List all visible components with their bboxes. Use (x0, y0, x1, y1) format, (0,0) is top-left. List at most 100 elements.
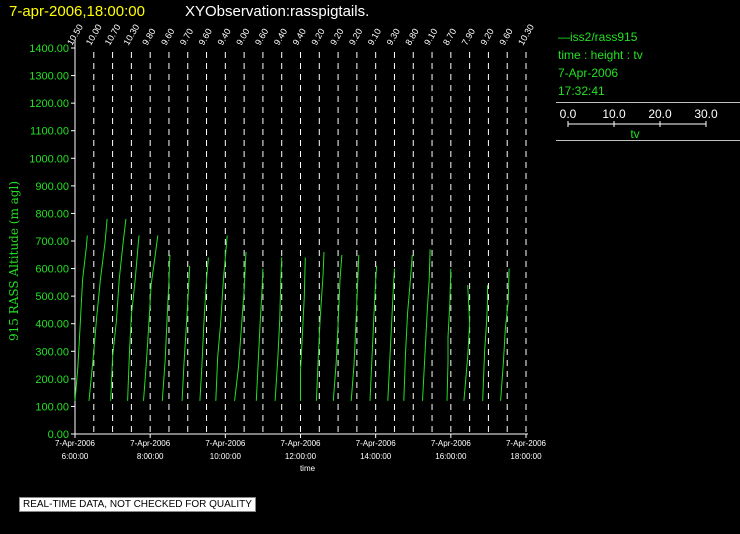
tv-scale-tick: 0.0 (560, 107, 577, 121)
title-observation: XYObservation:rasspigtails. (185, 3, 370, 20)
profile-traces (74, 218, 510, 401)
profile-trace (143, 235, 159, 401)
x-tick-time: 16:00:00 (435, 452, 467, 461)
y-tick-label: 1200.00 (29, 98, 69, 110)
profile-label: 9.00 (234, 27, 251, 47)
y-tick-label: 800.00 (35, 208, 69, 220)
profile-label: 10.50 (65, 22, 85, 47)
y-tick-label: 1100.00 (30, 126, 69, 138)
profile-label: 9.10 (422, 27, 439, 47)
profile-label: 10.70 (103, 22, 123, 47)
profile-trace (215, 235, 228, 401)
x-tick-time: 6:00:00 (62, 452, 89, 461)
profile-trace (350, 254, 360, 401)
profile-trace (199, 257, 209, 401)
profile-label: 7.90 (460, 27, 477, 47)
profile-label: 10.00 (84, 22, 104, 47)
profile-trace (274, 257, 283, 401)
y-tick-label: 1400.00 (29, 43, 69, 55)
x-axis-title: time (300, 464, 316, 473)
x-tick-date: 7-Apr-2006 (356, 439, 397, 448)
profile-label: 9.40 (272, 27, 289, 47)
legend-axes-desc: time : height : tv (558, 48, 643, 62)
chart-labels: 0.00 100.00 200.00 300.00 400.00 500.00 600.00… (7, 22, 547, 473)
profile-label: 9.20 (347, 27, 364, 47)
y-tick-label: 400.00 (35, 319, 69, 331)
profile-label: 8.70 (441, 27, 458, 47)
profile-label: 9.80 (140, 27, 157, 47)
x-tick-date: 7-Apr-2006 (506, 439, 547, 448)
y-tick-label: 300.00 (35, 346, 69, 358)
y-tick-label: 100.00 (35, 401, 69, 413)
profile-trace (500, 268, 510, 401)
tv-scale-tick: 10.0 (602, 107, 626, 121)
y-tick-label: 600.00 (35, 264, 69, 276)
y-tick-label: 200.00 (35, 374, 69, 386)
profile-trace (463, 285, 471, 401)
profile-label: 8.80 (403, 27, 420, 47)
profile-trace (369, 265, 378, 401)
profile-label: 9.10 (366, 27, 383, 47)
profile-trace (422, 249, 431, 401)
x-tick-time: 18:00:00 (510, 452, 542, 461)
profile-label: 9.60 (159, 27, 176, 47)
quality-notice: REAL-TIME DATA, NOT CHECKED FOR QUALITY (19, 497, 256, 512)
profile-label: 9.30 (385, 27, 402, 47)
x-tick-time: 14:00:00 (360, 452, 392, 461)
profile-trace (161, 254, 171, 401)
tv-scale-tick: 20.0 (648, 107, 672, 121)
tv-scale-label: tv (630, 127, 639, 140)
x-tick-time: 8:00:00 (137, 452, 164, 461)
y-tick-label: 900.00 (35, 181, 69, 193)
profile-trace (300, 257, 306, 401)
profile-label: 10.30 (121, 22, 141, 47)
x-tick-date: 7-Apr-2006 (55, 439, 96, 448)
profile-trace (482, 285, 488, 401)
legend-date: 7-Apr-2006 (558, 66, 619, 80)
profile-trace (234, 251, 247, 401)
x-tick-date: 7-Apr-2006 (280, 439, 321, 448)
y-tick-label: 1000.00 (29, 153, 69, 165)
y-tick-label: 700.00 (35, 236, 69, 248)
profile-label: 9.20 (309, 27, 326, 47)
y-axis-title: 915 RASS Altitude (m agl) (7, 181, 21, 341)
profile-trace (255, 268, 264, 401)
profile-label: 9.60 (253, 27, 270, 47)
profile-label: 9.20 (328, 27, 345, 47)
tv-scale-tick: 30.0 (694, 107, 718, 121)
x-tick-date: 7-Apr-2006 (205, 439, 246, 448)
legend-divider-bottom (556, 140, 740, 141)
legend-entry: —iss2/rass915 (558, 30, 638, 44)
x-tick-date: 7-Apr-2006 (130, 439, 171, 448)
profile-trace (110, 218, 127, 401)
profile-trace (403, 254, 413, 401)
x-tick-time: 12:00:00 (285, 452, 317, 461)
profile-label: 9.40 (291, 27, 308, 47)
x-tick-time: 10:00:00 (210, 452, 242, 461)
profile-trace (74, 235, 88, 401)
title-date-time: 7-apr-2006,18:00:00 (9, 3, 145, 20)
profile-label: 9.60 (497, 27, 514, 47)
x-tick-date: 7-Apr-2006 (431, 439, 472, 448)
profile-trace (88, 218, 108, 401)
y-tick-label: 0.00 (48, 429, 69, 441)
legend-divider-top (556, 102, 740, 103)
profile-trace (315, 251, 325, 401)
profile-trace (181, 265, 191, 401)
profile-grid (74, 52, 527, 434)
tv-scale: 0.0 10.0 20.0 30.0 tv (560, 107, 718, 140)
profile-label: 9.40 (215, 27, 232, 47)
profile-trace (387, 268, 395, 401)
profile-label: 10.30 (516, 22, 536, 47)
profile-label: 9.70 (178, 27, 195, 47)
profile-label: 9.60 (197, 27, 214, 47)
profile-trace (332, 254, 343, 401)
profile-trace (446, 268, 452, 401)
chart-axes (71, 40, 528, 438)
profile-label: 9.20 (478, 27, 495, 47)
y-tick-label: 500.00 (35, 291, 69, 303)
legend-time: 17:32:41 (558, 84, 605, 98)
profile-trace (127, 235, 140, 401)
y-tick-label: 1300.00 (29, 71, 69, 83)
